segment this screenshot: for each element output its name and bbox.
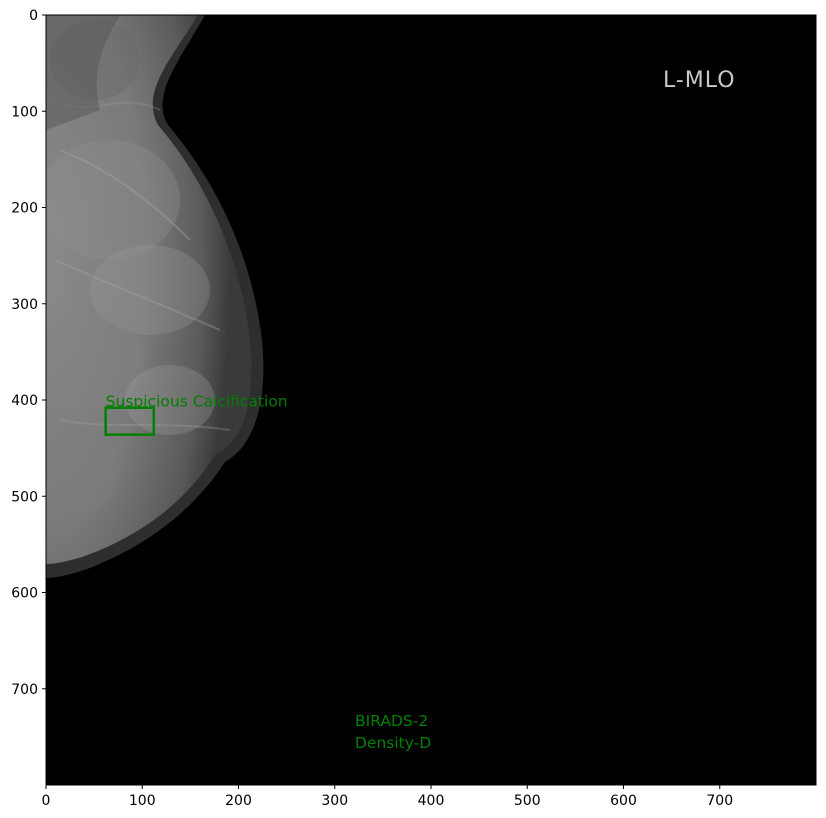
- y-tick-label: 300: [11, 297, 38, 313]
- y-tick-label: 400: [11, 393, 38, 409]
- x-tick-label: 300: [321, 793, 348, 809]
- breast-tissue: [46, 15, 264, 578]
- calcification-bounding-box: [104, 406, 156, 436]
- annotation-label: Suspicious Calcification: [106, 393, 288, 411]
- y-tick-label: 500: [11, 489, 38, 505]
- x-tick-label: 0: [42, 793, 51, 809]
- x-tick-label: 100: [129, 793, 156, 809]
- y-tick-label: 600: [11, 586, 38, 602]
- x-tick-label: 700: [706, 793, 733, 809]
- x-tick-label: 400: [418, 793, 445, 809]
- y-tick-label: 700: [11, 682, 38, 698]
- x-axis: 0 100 200 300 400 500 600 700: [42, 785, 733, 809]
- density-label: Density-D: [355, 734, 431, 752]
- y-axis: 0 100 200 300 400 500 600 700: [11, 8, 46, 698]
- view-label: L-MLO: [663, 68, 736, 93]
- x-tick-label: 500: [514, 793, 541, 809]
- birads-label: BIRADS-2: [355, 712, 428, 730]
- y-tick-label: 0: [29, 8, 38, 24]
- x-tick-label: 600: [610, 793, 637, 809]
- y-tick-label: 200: [11, 201, 38, 217]
- x-tick-label: 200: [225, 793, 252, 809]
- y-tick-label: 100: [11, 104, 38, 120]
